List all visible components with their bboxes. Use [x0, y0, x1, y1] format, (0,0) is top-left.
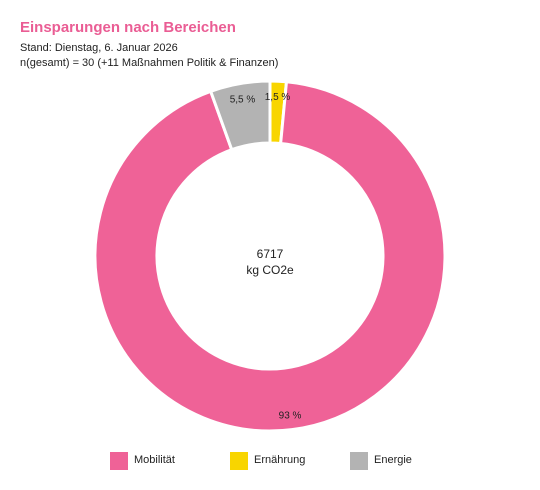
legend-swatch-mobilitaet	[110, 452, 128, 470]
data-label-ernaehrung: 1,5 %	[265, 92, 291, 103]
center-total-unit: kg CO2e	[246, 263, 294, 277]
data-label-energie: 5,5 %	[230, 94, 256, 105]
chart-subtitle-count: n(gesamt) = 30 (+11 Maßnahmen Politik & …	[20, 57, 279, 69]
legend-label-energie: Energie	[374, 454, 412, 466]
donut-data-labels: 1,5 % 93 % 5,5 %	[230, 92, 302, 422]
donut-slices	[93, 79, 447, 433]
slice-energie[interactable]	[209, 79, 272, 152]
chart-subtitle-date: Stand: Dienstag, 6. Januar 2026	[20, 42, 178, 54]
legend-label-mobilitaet: Mobilität	[134, 454, 175, 466]
legend-swatch-energie	[350, 452, 368, 470]
data-label-mobilitaet: 93 %	[279, 411, 302, 422]
legend: Mobilität Ernährung Energie	[0, 451, 540, 471]
center-total-value: 6717	[257, 247, 284, 261]
slice-mobilitaet[interactable]	[93, 80, 447, 433]
chart-title: Einsparungen nach Bereichen	[20, 19, 236, 36]
legend-label-ernaehrung: Ernährung	[254, 454, 306, 466]
legend-swatch-ernaehrung	[230, 452, 248, 470]
